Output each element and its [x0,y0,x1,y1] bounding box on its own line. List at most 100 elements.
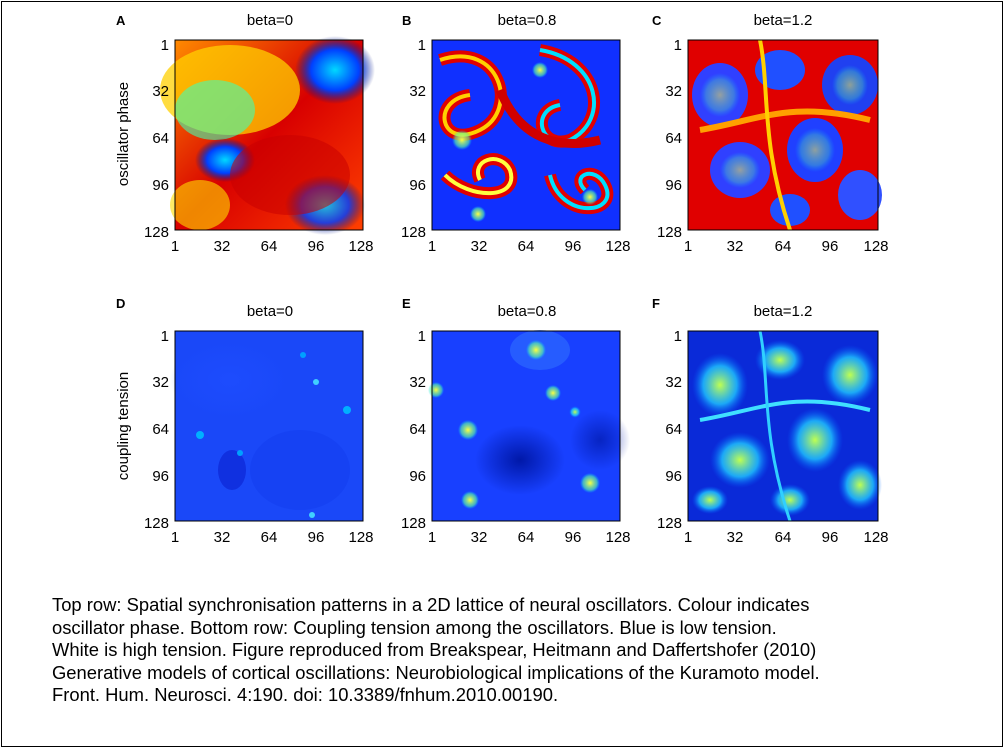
panel-letter: F [652,296,660,311]
panel-a: A beta=0 [116,12,375,235]
figure-caption: Top row: Spatial synchronisation pattern… [52,594,820,705]
xtick: 1 [684,529,692,546]
panel-title: beta=1.2 [754,12,813,29]
panel-b-yticks: 1 32 64 96 128 [401,37,426,241]
panel-title: beta=0 [247,303,293,320]
row2-axes: 1 32 64 96 128 1 32 64 96 128 1 32 64 96… [144,328,889,546]
panel-c-yticks: 1 32 64 96 128 [657,37,682,241]
row2-ylabel: coupling tension [115,372,132,480]
xtick: 1 [171,238,179,255]
xtick: 64 [518,529,535,546]
xtick: 128 [348,238,373,255]
panel-e-yticks: 1 32 64 96 128 [401,328,426,532]
panel-a-yticks: 1 32 64 96 128 [144,37,169,241]
xtick: 96 [308,238,325,255]
xtick: 32 [727,238,744,255]
xtick: 96 [822,529,839,546]
panel-f: F beta=1.2 [652,296,882,522]
ytick: 64 [152,421,169,438]
ytick: 128 [144,224,169,241]
xtick: 1 [428,238,436,255]
ytick: 64 [409,421,426,438]
panel-title: beta=0.8 [498,12,557,29]
ytick: 32 [152,83,169,100]
ytick: 96 [665,468,682,485]
xtick: 1 [684,238,692,255]
xtick: 96 [565,238,582,255]
phase-heatmap [432,40,620,230]
ytick: 128 [144,515,169,532]
row1-axes: 1 32 64 96 128 1 32 64 96 128 1 32 64 96… [144,37,889,255]
tension-heatmap [428,330,630,521]
panel-letter: E [402,296,411,311]
ytick: 128 [657,224,682,241]
xtick: 128 [348,529,373,546]
panel-f-yticks: 1 32 64 96 128 [657,328,682,532]
panel-e-xticks: 1 32 64 96 128 [428,529,631,546]
ytick: 1 [418,37,426,54]
ytick: 32 [665,83,682,100]
ytick: 32 [152,374,169,391]
xtick: 32 [471,238,488,255]
xtick: 128 [863,529,888,546]
phase-heatmap [160,36,375,235]
ytick: 1 [674,328,682,345]
xtick: 96 [565,529,582,546]
ytick: 64 [665,421,682,438]
row1-ylabel: oscillator phase [115,82,132,186]
xtick: 32 [727,529,744,546]
panel-title: beta=0 [247,12,293,29]
xtick: 32 [214,238,231,255]
ytick: 32 [409,374,426,391]
panel-title: beta=1.2 [754,303,813,320]
xtick: 128 [863,238,888,255]
tension-heatmap [170,331,363,521]
panel-c-xticks: 1 32 64 96 128 [684,238,889,255]
panel-d: D beta=0 [116,296,364,522]
ytick: 96 [665,177,682,194]
panel-letter: D [116,296,125,311]
panel-c: C beta=1.2 [652,12,882,231]
ytick: 128 [401,515,426,532]
ytick: 32 [665,374,682,391]
phase-heatmap [688,39,882,231]
ytick: 64 [665,130,682,147]
xtick: 32 [214,529,231,546]
panel-title: beta=0.8 [498,303,557,320]
ytick: 96 [409,177,426,194]
xtick: 64 [261,238,278,255]
tension-heatmap [688,330,882,522]
xtick: 1 [171,529,179,546]
ytick: 96 [152,177,169,194]
ytick: 64 [152,130,169,147]
figure: oscillator phase A beta=0 B beta=0.8 [115,12,889,546]
ytick: 96 [152,468,169,485]
xtick: 64 [775,238,792,255]
ytick: 1 [161,328,169,345]
ytick: 128 [401,224,426,241]
panel-b-xticks: 1 32 64 96 128 [428,238,631,255]
xtick: 128 [605,529,630,546]
xtick: 96 [822,238,839,255]
ytick: 96 [409,468,426,485]
xtick: 1 [428,529,436,546]
panel-a-xticks: 1 32 64 96 128 [171,238,374,255]
xtick: 64 [261,529,278,546]
panel-e: E beta=0.8 [402,296,630,522]
ytick: 32 [409,83,426,100]
ytick: 1 [161,37,169,54]
xtick: 64 [775,529,792,546]
panel-f-xticks: 1 32 64 96 128 [684,529,889,546]
panel-letter: B [402,13,411,28]
panel-d-xticks: 1 32 64 96 128 [171,529,374,546]
xtick: 128 [605,238,630,255]
ytick: 1 [418,328,426,345]
panel-letter: A [116,13,126,28]
ytick: 1 [674,37,682,54]
panel-d-yticks: 1 32 64 96 128 [144,328,169,532]
xtick: 32 [471,529,488,546]
panel-letter: C [652,13,662,28]
ytick: 64 [409,130,426,147]
xtick: 64 [518,238,535,255]
